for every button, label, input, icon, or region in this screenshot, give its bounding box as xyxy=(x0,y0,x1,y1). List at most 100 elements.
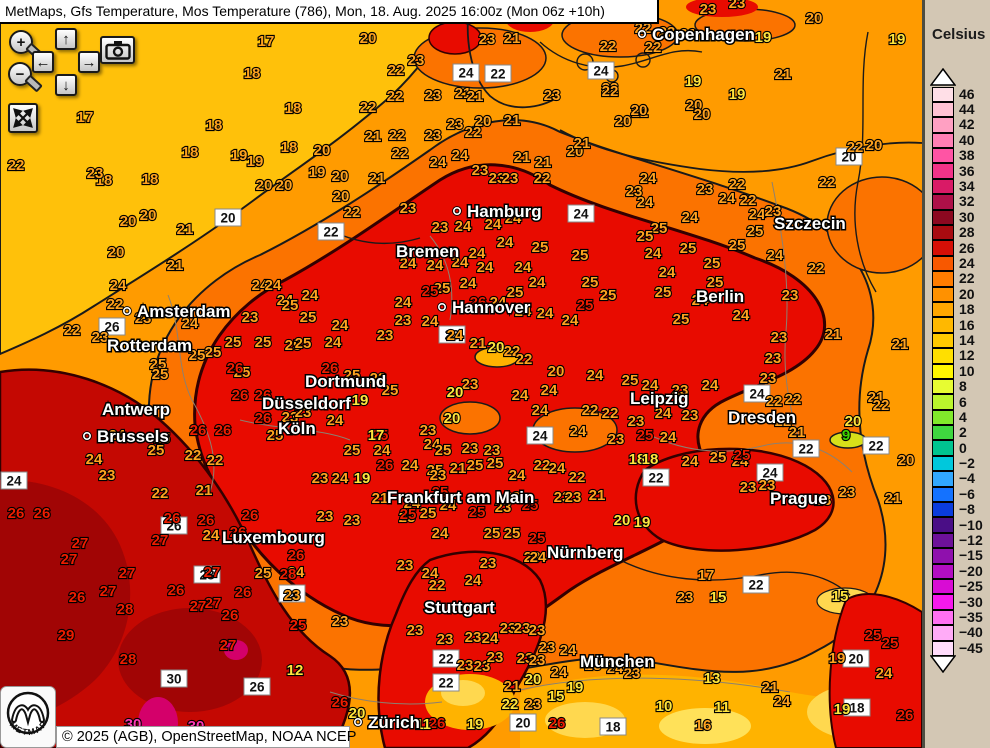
station-value: 25 xyxy=(507,284,524,301)
scale-entry: 6 xyxy=(932,394,983,410)
contour-label: 18 xyxy=(599,717,627,736)
station-value: 24 xyxy=(515,259,532,276)
station-value: 23 xyxy=(312,470,329,487)
scale-color-cell xyxy=(932,594,954,610)
station-value: 17 xyxy=(258,33,275,50)
station-value: 24 xyxy=(325,334,342,351)
station-value: 25 xyxy=(704,255,721,272)
station-value: 23 xyxy=(565,489,582,506)
svg-text:28: 28 xyxy=(199,568,215,583)
fullscreen-button[interactable] xyxy=(8,103,38,133)
pan-left-button[interactable]: ← xyxy=(32,51,54,73)
station-value: 23 xyxy=(524,549,541,566)
svg-text:Hamburg: Hamburg xyxy=(467,202,542,221)
station-value: 23 xyxy=(765,203,782,220)
weather-map[interactable]: 24 22 24 20 20 22 24 26 23 24 22 24 22 24 26 28 30 26 26 22… xyxy=(0,0,922,748)
station-value: 25 xyxy=(882,635,899,652)
station-value: 21 xyxy=(789,424,806,441)
contour-label: 22 xyxy=(742,575,770,594)
zoom-out-button[interactable]: − xyxy=(8,62,32,86)
station-value: 23 xyxy=(489,170,506,187)
scale-color-cell xyxy=(932,332,954,349)
station-value: 22 xyxy=(680,26,697,43)
city-label: Antwerp xyxy=(101,399,172,421)
station-value: 26 xyxy=(255,410,272,427)
scale-entry: −2 xyxy=(932,455,983,472)
station-value: 17 xyxy=(698,567,715,584)
station-value: 22 xyxy=(729,176,746,193)
scale-color-cell xyxy=(932,502,954,518)
station-value: 26 xyxy=(242,507,259,524)
scale-entry: 0 xyxy=(932,439,983,456)
station-value: 27 xyxy=(72,535,89,552)
station-value: 20 xyxy=(567,143,584,160)
city-label: Frankfurt am Main xyxy=(386,487,536,509)
zoom-in-button[interactable]: + xyxy=(9,30,33,54)
station-value: 20 xyxy=(615,113,632,130)
svg-text:Nürnberg: Nürnberg xyxy=(547,543,624,562)
contour-label: 20 xyxy=(842,649,870,668)
svg-text:23: 23 xyxy=(444,328,460,343)
city-label: Prague xyxy=(769,488,830,510)
station-value: 26 xyxy=(222,607,239,624)
station-value: 21 xyxy=(167,257,184,274)
station-value: 20 xyxy=(475,113,492,130)
scale-color-cell xyxy=(932,532,954,549)
scale-entry: 4 xyxy=(932,409,983,426)
scale-label: 0 xyxy=(959,439,967,456)
station-value: 24 xyxy=(490,294,507,311)
scale-label: 30 xyxy=(959,208,975,225)
station-value: 22 xyxy=(766,393,783,410)
station-value: 23 xyxy=(659,24,676,41)
station-value: 24 xyxy=(505,210,522,227)
station-value: 20 xyxy=(140,207,157,224)
pan-up-button[interactable]: ↑ xyxy=(55,28,77,50)
svg-text:22: 22 xyxy=(490,67,505,82)
station-value: 23 xyxy=(487,649,504,666)
svg-text:22: 22 xyxy=(438,652,453,667)
station-value: 26 xyxy=(470,294,487,311)
station-value: 25 xyxy=(225,334,242,351)
scale-label: −10 xyxy=(959,516,983,533)
svg-text:24: 24 xyxy=(6,474,22,489)
station-value: 25 xyxy=(435,442,452,459)
snapshot-button[interactable] xyxy=(100,36,135,64)
scale-entry: 36 xyxy=(932,162,983,179)
station-value: 23 xyxy=(395,312,412,329)
station-value: 22 xyxy=(600,38,617,55)
scale-color-cell xyxy=(932,178,954,195)
contour-label: 26 xyxy=(278,584,306,603)
pan-right-button[interactable]: → xyxy=(78,51,100,73)
svg-text:24: 24 xyxy=(593,64,609,79)
scale-label: 16 xyxy=(959,316,975,333)
pan-down-button[interactable]: ↓ xyxy=(55,74,77,96)
contour-label: 24 xyxy=(587,61,615,80)
station-value: 25 xyxy=(372,427,389,444)
svg-text:20: 20 xyxy=(848,652,863,667)
scale-label: −20 xyxy=(959,562,983,579)
station-value: 26 xyxy=(232,387,249,404)
attribution-bar[interactable]: © 2025 (AGB), OpenStreetMap, NOAA NCEP xyxy=(56,726,356,748)
city-label: Copenhagen xyxy=(637,24,756,46)
station-value: 23 xyxy=(628,413,645,430)
station-value: 27 xyxy=(220,637,237,654)
station-value: 25 xyxy=(267,427,284,444)
scale-entry: 18 xyxy=(932,301,983,318)
station-value: 23 xyxy=(437,631,454,648)
station-value: 23 xyxy=(420,422,437,439)
station-value: 24 xyxy=(607,660,624,677)
scale-color-cell xyxy=(932,240,954,256)
station-value: 22 xyxy=(847,139,864,156)
station-value: 27 xyxy=(100,583,117,600)
station-value: 21 xyxy=(885,490,902,507)
svg-text:Berlin: Berlin xyxy=(696,287,744,306)
station-value: 16 xyxy=(695,717,712,734)
station-value: 22 xyxy=(8,157,25,174)
scale-label: 36 xyxy=(959,162,975,179)
svg-text:18: 18 xyxy=(605,720,621,735)
station-value: 23 xyxy=(472,162,489,179)
station-value: 23 xyxy=(430,467,447,484)
svg-text:26: 26 xyxy=(249,680,265,695)
station-value: 20 xyxy=(360,30,377,47)
map-title: MetMaps, Gfs Temperature, Mos Temperatur… xyxy=(5,3,605,19)
